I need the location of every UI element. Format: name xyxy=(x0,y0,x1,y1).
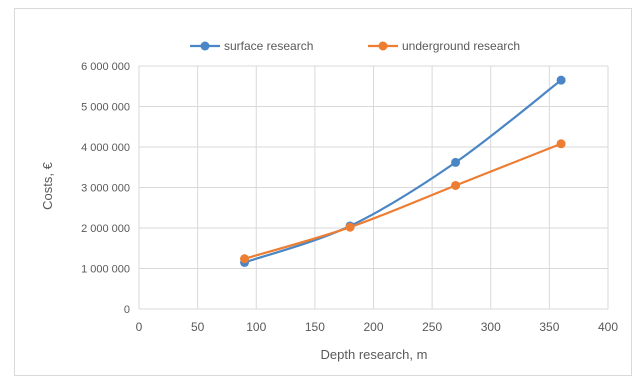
y-tick-label: 0 xyxy=(124,304,130,316)
legend-marker xyxy=(200,41,210,51)
x-axis-label: Depth research, m xyxy=(321,347,428,362)
data-point xyxy=(451,180,461,190)
chart-frame xyxy=(14,8,632,376)
legend-label: underground research xyxy=(402,39,520,53)
y-tick-label: 3 000 000 xyxy=(81,183,130,195)
x-tick-label: 200 xyxy=(363,320,383,334)
y-tick-label: 1 000 000 xyxy=(81,264,130,276)
grid-lines xyxy=(138,65,609,310)
data-point xyxy=(451,157,461,167)
y-tick-label: 4 000 000 xyxy=(81,142,130,154)
x-tick-label: 350 xyxy=(539,320,559,334)
series-points xyxy=(240,75,566,267)
series-line-1 xyxy=(244,79,562,264)
x-tick-label: 250 xyxy=(422,320,442,334)
data-point xyxy=(556,75,566,85)
x-tick-label: 150 xyxy=(305,320,325,334)
data-point xyxy=(556,139,566,149)
x-tick-labels: 0 50 100 150 200 250 300 350 400 xyxy=(136,320,619,334)
data-point xyxy=(345,222,355,232)
x-tick-label: 50 xyxy=(191,320,205,334)
x-tick-label: 300 xyxy=(481,320,501,334)
x-tick-label: 100 xyxy=(246,320,266,334)
x-tick-label: 400 xyxy=(598,320,618,334)
y-tick-label: 6 000 000 xyxy=(81,61,130,73)
y-tick-label: 2 000 000 xyxy=(81,223,130,235)
legend: surface research underground research xyxy=(190,39,520,53)
y-axis-label: Costs, € xyxy=(40,161,55,209)
legend-label: surface research xyxy=(224,39,313,53)
series-line-2 xyxy=(244,142,562,260)
y-tick-label: 5 000 000 xyxy=(81,102,130,114)
legend-marker xyxy=(378,41,388,51)
series-lines xyxy=(244,79,562,264)
x-tick-label: 0 xyxy=(136,320,143,334)
data-point xyxy=(240,254,250,264)
y-tick-labels: 0 1 000 000 2 000 000 3 000 000 4 000 000 5 0… xyxy=(81,61,130,316)
